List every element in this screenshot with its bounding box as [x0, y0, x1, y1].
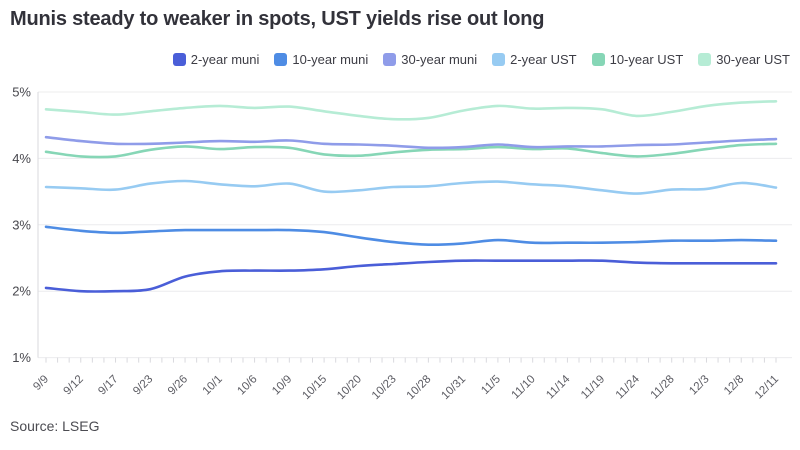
legend-label: 10-year UST — [609, 52, 684, 67]
legend-label: 30-year muni — [401, 52, 478, 67]
legend-label: 10-year muni — [292, 52, 369, 67]
x-axis-tick-label: 10/15 — [300, 373, 329, 402]
x-axis-tick-label: 12/3 — [687, 373, 711, 397]
legend-label: 30-year UST — [716, 52, 790, 67]
y-axis-labels: 5% 4% 3% 2% 1% — [12, 85, 31, 366]
legend-item-30-year-muni[interactable]: 30-year muni — [383, 52, 477, 67]
line-2-year-muni — [44, 259, 778, 293]
x-axis-tick-label: 10/6 — [235, 373, 259, 397]
x-axis-tick-label: 10/31 — [439, 373, 468, 402]
x-axis-tick-label: 9/9 — [31, 373, 51, 393]
x-axis-tick-label: 11/28 — [649, 373, 677, 401]
x-axis-tick-label: 10/9 — [270, 373, 294, 397]
line-10-year-muni — [44, 225, 778, 247]
x-axis-tick-label: 9/26 — [166, 373, 190, 397]
x-axis-tick-label: 11/19 — [579, 373, 607, 401]
legend-swatch-icon — [591, 53, 605, 66]
legend-swatch-icon — [698, 53, 712, 66]
legend-swatch-icon — [274, 53, 288, 66]
y-axis-tick-label: 1% — [12, 350, 31, 365]
line-30-year-muni — [44, 135, 778, 150]
line-30-year-ust — [44, 100, 778, 121]
legend-item-10-year-muni[interactable]: 10-year muni — [274, 52, 368, 67]
x-axis-tick-label: 10/20 — [335, 373, 364, 402]
x-axis-labels: 9/9 9/12 9/17 9/23 9/26 10/1 10/6 10/9 10/15 10/2… — [31, 373, 781, 402]
x-axis-tick-label: 11/10 — [510, 373, 538, 401]
x-axis-tick-label: 10/28 — [405, 373, 434, 402]
y-axis-tick-label: 4% — [12, 151, 31, 166]
legend-swatch-icon — [172, 53, 186, 66]
x-axis-tick-label: 9/17 — [96, 373, 120, 397]
legend-label: 2-year muni — [190, 52, 260, 67]
y-axis-tick-label: 5% — [12, 85, 31, 100]
legend-swatch-icon — [492, 53, 506, 66]
legend-label: 2-year UST — [510, 52, 577, 67]
source-note: Source: LSEG — [10, 418, 100, 434]
x-axis-tick-label: 10/23 — [370, 373, 399, 402]
x-axis-tick-label: 11/24 — [614, 373, 643, 402]
y-axis-tick-label: 2% — [12, 284, 31, 299]
legend-swatch-icon — [383, 53, 397, 66]
x-axis-tick-label: 9/12 — [62, 373, 86, 397]
x-axis-tick-label: 11/14 — [544, 373, 573, 402]
legend-item-10-year-ust[interactable]: 10-year UST — [591, 52, 684, 67]
gridlines — [38, 91, 792, 359]
chart-legend: 2-year muni 10-year muni 30-year muni 2-yea… — [172, 52, 790, 67]
x-axis-ticks — [45, 357, 777, 363]
x-axis-tick-label: 10/1 — [201, 373, 225, 397]
x-axis-tick-label: 9/23 — [131, 373, 155, 397]
y-axis-tick-label: 3% — [12, 217, 31, 232]
x-axis-tick-label: 12/11 — [753, 373, 781, 401]
series-lines — [44, 100, 778, 293]
legend-item-2-year-muni[interactable]: 2-year muni — [172, 52, 260, 67]
legend-item-30-year-ust[interactable]: 30-year UST — [698, 52, 790, 67]
line-2-year-ust — [44, 179, 778, 195]
legend-item-2-year-ust[interactable]: 2-year UST — [492, 52, 577, 67]
line-chart: 5% 4% 3% 2% 1%9/9 9/12 9/17 9/23 9/26 10/1 10/6 10/… — [12, 85, 792, 402]
x-axis-tick-label: 11/5 — [479, 373, 503, 397]
line-10-year-ust — [44, 142, 778, 159]
x-axis-tick-label: 12/8 — [722, 373, 746, 397]
chart-title: Munis steady to weaker in spots, UST yie… — [10, 8, 545, 30]
